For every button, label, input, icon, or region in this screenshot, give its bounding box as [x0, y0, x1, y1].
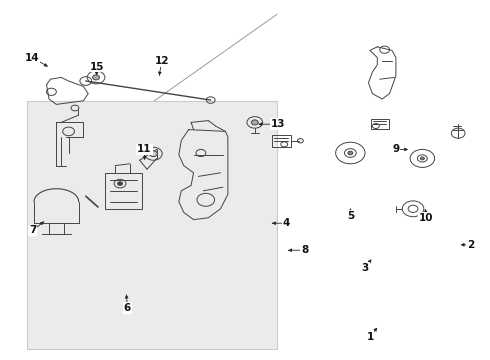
Bar: [27, 101, 277, 349]
Text: 4: 4: [283, 218, 291, 228]
Text: 7: 7: [29, 225, 37, 235]
Text: 13: 13: [271, 119, 286, 129]
Text: 1: 1: [367, 332, 373, 342]
Text: 2: 2: [467, 240, 474, 250]
Text: 8: 8: [301, 245, 308, 255]
Text: 6: 6: [124, 303, 131, 313]
Text: 5: 5: [347, 211, 354, 221]
Text: 11: 11: [137, 144, 152, 154]
Text: 12: 12: [154, 56, 169, 66]
Circle shape: [251, 120, 258, 125]
Text: 3: 3: [362, 263, 368, 273]
Bar: [105, 173, 142, 209]
Text: 14: 14: [25, 53, 40, 63]
Circle shape: [93, 75, 99, 80]
Text: 9: 9: [392, 144, 399, 154]
Circle shape: [348, 151, 353, 155]
Circle shape: [420, 157, 424, 160]
Circle shape: [149, 151, 157, 157]
Text: 10: 10: [419, 213, 434, 223]
Circle shape: [118, 182, 122, 185]
Text: 15: 15: [90, 62, 104, 72]
Bar: [272, 135, 291, 147]
Bar: [371, 119, 389, 129]
